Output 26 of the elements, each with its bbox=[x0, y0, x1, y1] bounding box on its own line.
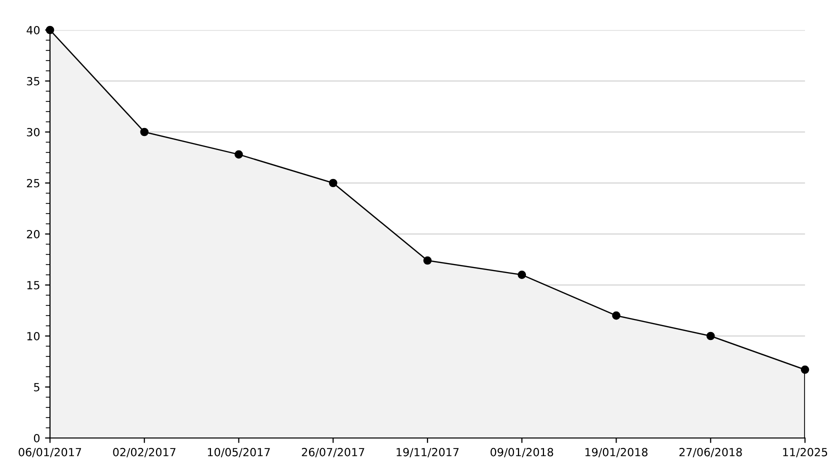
point bbox=[800, 365, 810, 374]
y-tick-label: 25 bbox=[26, 178, 40, 188]
x-tick-label: 11/2025 bbox=[783, 448, 828, 458]
point bbox=[423, 256, 432, 265]
y-tick-label: 40 bbox=[26, 26, 40, 34]
y-tick-label: 15 bbox=[27, 281, 40, 290]
x-tick-label: 19/11/2017 bbox=[396, 448, 459, 458]
point bbox=[328, 178, 338, 188]
x-tick-label: 06/01/2017 bbox=[18, 448, 82, 458]
x-tick-label: 02/02/2017 bbox=[113, 448, 176, 458]
x-tick-label: 19/01/2018 bbox=[585, 448, 648, 458]
point bbox=[518, 270, 526, 279]
y-tick-label: 0 bbox=[34, 434, 40, 442]
point bbox=[706, 332, 715, 340]
x-tick-label: 10/05/2017 bbox=[208, 448, 270, 458]
y-tick-label: 5 bbox=[34, 383, 40, 392]
x-tick-label: 09/01/2018 bbox=[490, 448, 554, 458]
point bbox=[140, 128, 149, 136]
point bbox=[612, 311, 620, 320]
y-tick-label: 30 bbox=[26, 128, 40, 136]
y-tick-label: 20 bbox=[26, 230, 40, 238]
x-tick-label: 26/07/2017 bbox=[302, 448, 364, 458]
point bbox=[234, 150, 243, 159]
y-tick-label: 35 bbox=[26, 76, 40, 86]
y-tick-label: 10 bbox=[27, 332, 40, 340]
x-tick-label: 27/06/2018 bbox=[679, 448, 742, 458]
